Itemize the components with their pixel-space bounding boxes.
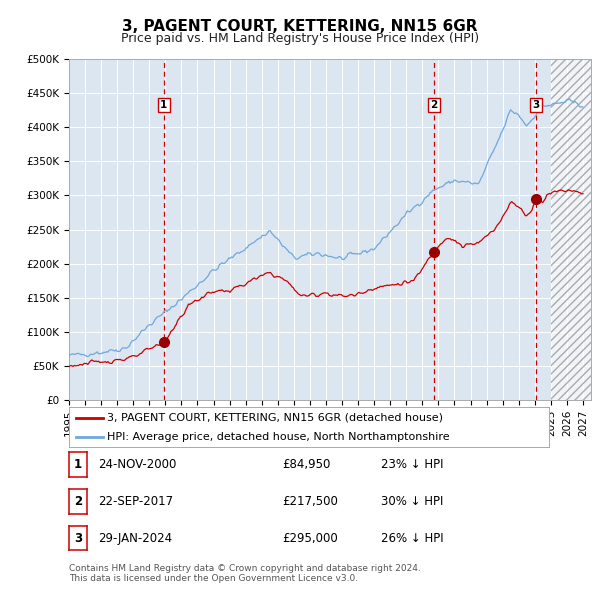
Text: 3, PAGENT COURT, KETTERING, NN15 6GR (detached house): 3, PAGENT COURT, KETTERING, NN15 6GR (de…	[107, 413, 443, 423]
Text: 2: 2	[430, 100, 437, 110]
Bar	[551, 59, 591, 400]
Text: HPI: Average price, detached house, North Northamptonshire: HPI: Average price, detached house, Nort…	[107, 432, 450, 442]
Bar	[551, 59, 591, 400]
Text: 1: 1	[160, 100, 167, 110]
Text: 1: 1	[74, 458, 82, 471]
Text: £295,000: £295,000	[282, 532, 338, 545]
Text: 3: 3	[74, 532, 82, 545]
Text: 3: 3	[532, 100, 539, 110]
Text: 3, PAGENT COURT, KETTERING, NN15 6GR: 3, PAGENT COURT, KETTERING, NN15 6GR	[122, 19, 478, 34]
Text: Price paid vs. HM Land Registry's House Price Index (HPI): Price paid vs. HM Land Registry's House …	[121, 32, 479, 45]
Text: 29-JAN-2024: 29-JAN-2024	[98, 532, 172, 545]
Text: Contains HM Land Registry data © Crown copyright and database right 2024.
This d: Contains HM Land Registry data © Crown c…	[69, 563, 421, 583]
Text: 26% ↓ HPI: 26% ↓ HPI	[381, 532, 443, 545]
Text: 2: 2	[74, 495, 82, 508]
Text: £217,500: £217,500	[282, 495, 338, 508]
Text: 30% ↓ HPI: 30% ↓ HPI	[381, 495, 443, 508]
Text: £84,950: £84,950	[282, 458, 331, 471]
Text: 24-NOV-2000: 24-NOV-2000	[98, 458, 176, 471]
Text: 22-SEP-2017: 22-SEP-2017	[98, 495, 173, 508]
Text: 23% ↓ HPI: 23% ↓ HPI	[381, 458, 443, 471]
